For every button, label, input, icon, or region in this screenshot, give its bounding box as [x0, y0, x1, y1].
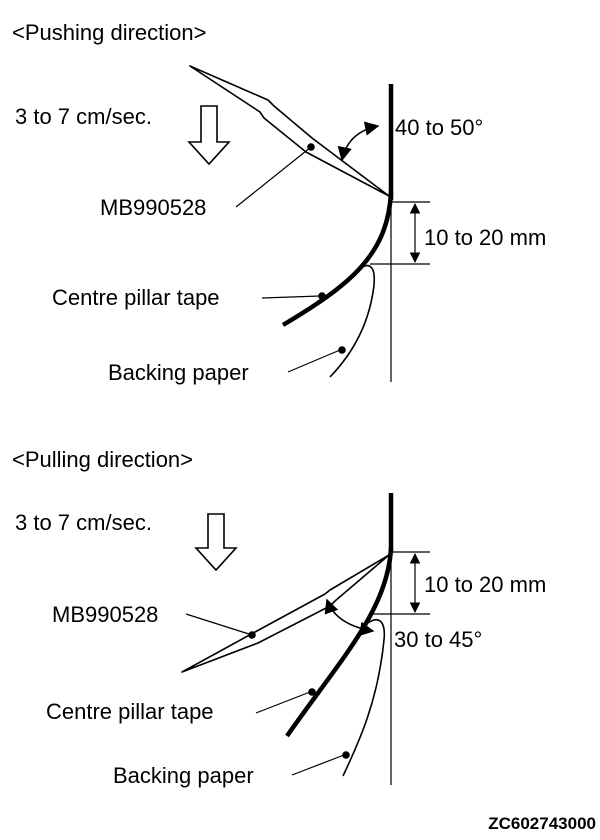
pulling-tape-leader — [255, 691, 311, 714]
pulling-heading: <Pulling direction> — [12, 447, 193, 472]
pulling-angle-arc — [324, 598, 375, 637]
pushing-backing-paper — [329, 264, 376, 378]
pushing-tape-leader-dot — [318, 292, 326, 300]
pulling-tool-leader — [185, 613, 253, 636]
pushing-tool-label: MB990528 — [100, 195, 206, 220]
figure-code: ZC602743000 — [488, 814, 596, 833]
pulling-paper-leader-dot — [342, 751, 350, 759]
pulling-direction-arrow — [194, 513, 238, 572]
pulling-tool-mb990528 — [181, 554, 390, 673]
pushing-tool-leader — [235, 146, 312, 208]
pulling-paper-label: Backing paper — [113, 763, 254, 788]
pulling-distance-label: 10 to 20 mm — [424, 572, 546, 597]
pulling-backing-paper — [342, 619, 386, 777]
pushing-tool-mb990528 — [189, 65, 390, 197]
pushing-angle-arc — [337, 121, 380, 162]
pushing-paper-leader-dot — [338, 346, 346, 354]
pulling-tape-label: Centre pillar tape — [46, 699, 214, 724]
pushing-tape-leader — [261, 295, 321, 299]
pushing-distance-label: 10 to 20 mm — [424, 225, 546, 250]
pushing-direction-arrow — [187, 105, 231, 166]
pushing-tape-label: Centre pillar tape — [52, 285, 220, 310]
pushing-paper-label: Backing paper — [108, 360, 249, 385]
pushing-centre-pillar-tape — [281, 191, 394, 327]
pulling-speed-label: 3 to 7 cm/sec. — [15, 510, 152, 535]
pushing-speed-label: 3 to 7 cm/sec. — [15, 104, 152, 129]
pulling-tool-label: MB990528 — [52, 602, 158, 627]
pulling-paper-leader — [291, 754, 345, 776]
pulling-angle-label: 30 to 45° — [394, 627, 482, 652]
pushing-heading: <Pushing direction> — [12, 20, 206, 45]
pushing-paper-leader — [287, 349, 341, 373]
pulling-centre-pillar-tape — [285, 547, 394, 738]
pushing-section: <Pushing direction> 3 to 7 cm/sec. 40 to… — [12, 20, 546, 385]
pulling-section: <Pulling direction> 3 to 7 cm/sec. 30 to… — [12, 447, 546, 788]
pulling-tape-leader-dot — [308, 688, 316, 696]
pushing-angle-label: 40 to 50° — [395, 115, 483, 140]
